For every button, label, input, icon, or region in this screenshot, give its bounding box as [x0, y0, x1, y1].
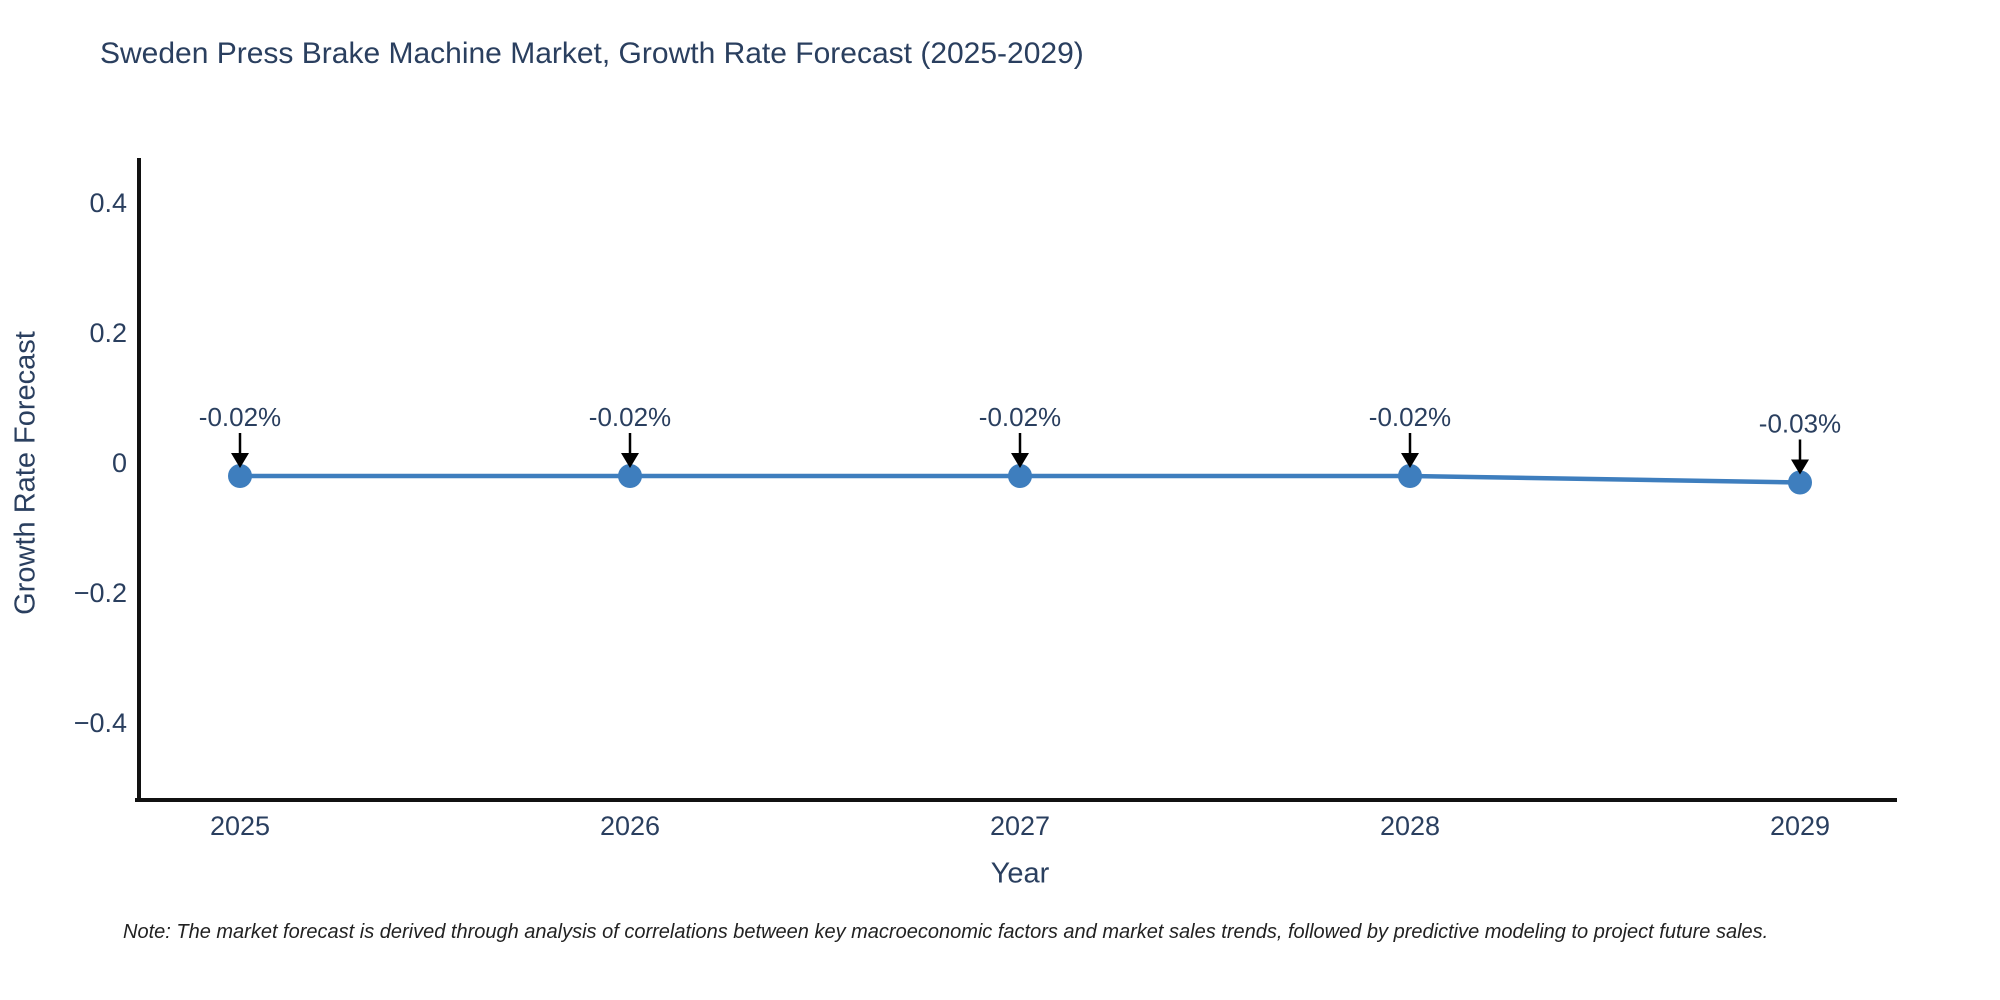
- y-axis-line: [137, 158, 141, 802]
- y-axis-title: Growth Rate Forecast: [9, 331, 42, 615]
- x-tick-label: 2025: [210, 811, 270, 841]
- data-point[interactable]: [228, 464, 252, 488]
- data-point[interactable]: [1008, 464, 1032, 488]
- annotation-arrow-head: [621, 453, 639, 468]
- y-tick-label: 0.4: [89, 188, 127, 218]
- x-tick-label: 2029: [1770, 811, 1830, 841]
- y-tick-label: −0.4: [74, 708, 127, 738]
- x-axis-title: Year: [990, 857, 1050, 890]
- data-point[interactable]: [618, 464, 642, 488]
- y-tick-label: 0: [112, 448, 127, 478]
- x-axis-line: [135, 798, 1897, 802]
- y-tick-label: 0.2: [89, 318, 127, 348]
- annotation-label: -0.02%: [589, 402, 671, 432]
- annotation-arrow-head: [231, 453, 249, 468]
- footnote: Note: The market forecast is derived thr…: [123, 921, 1769, 943]
- x-tick-label: 2026: [600, 811, 660, 841]
- annotation-arrow-head: [1791, 459, 1809, 475]
- annotation-arrow-head: [1401, 453, 1419, 468]
- annotation-label: -0.02%: [1369, 402, 1451, 432]
- data-point[interactable]: [1398, 464, 1422, 488]
- annotation-label: -0.02%: [199, 402, 281, 432]
- annotation-label: -0.03%: [1759, 409, 1841, 439]
- x-tick-label: 2027: [990, 811, 1050, 841]
- annotation-label: -0.02%: [979, 402, 1061, 432]
- y-tick-label: −0.2: [74, 578, 127, 608]
- chart-title: Sweden Press Brake Machine Market, Growt…: [100, 37, 1084, 70]
- annotation-arrow-head: [1011, 453, 1029, 468]
- x-tick-label: 2028: [1380, 811, 1440, 841]
- data-point[interactable]: [1788, 470, 1812, 495]
